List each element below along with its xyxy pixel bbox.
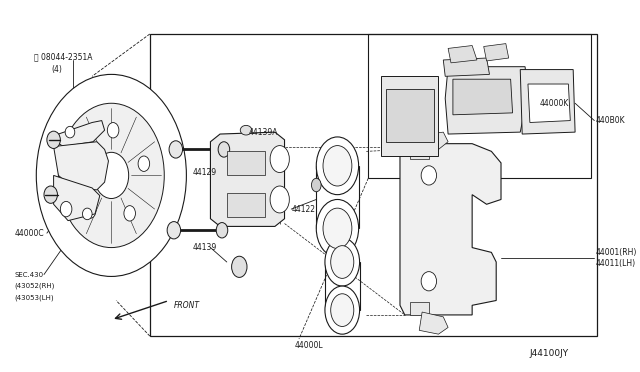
Polygon shape bbox=[54, 176, 100, 221]
Polygon shape bbox=[444, 58, 490, 76]
Polygon shape bbox=[211, 132, 285, 227]
Ellipse shape bbox=[232, 256, 247, 278]
Polygon shape bbox=[54, 121, 104, 147]
Ellipse shape bbox=[60, 201, 72, 217]
Polygon shape bbox=[410, 147, 429, 159]
Ellipse shape bbox=[167, 222, 180, 239]
Text: 44139A: 44139A bbox=[249, 128, 278, 137]
Polygon shape bbox=[54, 142, 108, 190]
Polygon shape bbox=[484, 44, 509, 61]
Ellipse shape bbox=[74, 151, 86, 167]
Polygon shape bbox=[520, 70, 575, 134]
Bar bbox=[368, 34, 591, 178]
Bar bbox=[227, 193, 266, 217]
Text: 440B0K: 440B0K bbox=[595, 116, 625, 125]
Ellipse shape bbox=[312, 178, 321, 192]
Polygon shape bbox=[528, 84, 570, 122]
Ellipse shape bbox=[325, 238, 360, 286]
Ellipse shape bbox=[323, 208, 352, 248]
Ellipse shape bbox=[36, 74, 186, 276]
Text: SEC.430: SEC.430 bbox=[14, 272, 44, 278]
Ellipse shape bbox=[83, 208, 92, 220]
Ellipse shape bbox=[124, 206, 136, 221]
Polygon shape bbox=[453, 79, 513, 115]
Ellipse shape bbox=[138, 156, 150, 171]
Ellipse shape bbox=[316, 137, 358, 195]
Ellipse shape bbox=[94, 152, 129, 199]
Text: 44011(LH): 44011(LH) bbox=[595, 259, 636, 269]
Bar bbox=[227, 151, 266, 176]
Ellipse shape bbox=[325, 286, 360, 334]
Text: Ⓑ 08044-2351A: Ⓑ 08044-2351A bbox=[35, 52, 93, 62]
Ellipse shape bbox=[331, 246, 354, 278]
Text: 44000C: 44000C bbox=[14, 229, 44, 238]
Ellipse shape bbox=[421, 272, 436, 291]
Text: FRONT: FRONT bbox=[174, 301, 200, 310]
Bar bbox=[150, 34, 597, 336]
Ellipse shape bbox=[316, 199, 358, 257]
Ellipse shape bbox=[47, 131, 60, 148]
Ellipse shape bbox=[323, 145, 352, 186]
Ellipse shape bbox=[84, 203, 96, 218]
Text: 44000K: 44000K bbox=[540, 99, 569, 108]
Polygon shape bbox=[410, 302, 429, 315]
Ellipse shape bbox=[270, 186, 289, 213]
Text: 44000L: 44000L bbox=[294, 341, 323, 350]
Text: 44001(RH): 44001(RH) bbox=[595, 248, 637, 257]
Ellipse shape bbox=[218, 142, 230, 157]
Ellipse shape bbox=[169, 141, 182, 158]
Polygon shape bbox=[400, 144, 501, 315]
Ellipse shape bbox=[421, 166, 436, 185]
Ellipse shape bbox=[44, 186, 58, 203]
Ellipse shape bbox=[240, 125, 252, 135]
Text: 44139: 44139 bbox=[193, 243, 218, 252]
Polygon shape bbox=[445, 67, 528, 134]
Ellipse shape bbox=[270, 145, 289, 173]
Text: (43053(LH): (43053(LH) bbox=[14, 294, 54, 301]
Text: (4): (4) bbox=[52, 65, 63, 74]
Polygon shape bbox=[419, 312, 448, 334]
Text: J44100JY: J44100JY bbox=[530, 349, 569, 358]
Polygon shape bbox=[448, 45, 477, 63]
Text: 44129: 44129 bbox=[193, 168, 217, 177]
Polygon shape bbox=[381, 76, 438, 156]
Ellipse shape bbox=[58, 103, 164, 248]
Ellipse shape bbox=[331, 294, 354, 327]
Ellipse shape bbox=[216, 222, 228, 238]
Ellipse shape bbox=[65, 126, 75, 138]
Text: 44122: 44122 bbox=[291, 205, 316, 214]
Polygon shape bbox=[385, 89, 434, 142]
Polygon shape bbox=[419, 132, 448, 150]
Ellipse shape bbox=[108, 122, 119, 138]
Text: (43052(RH): (43052(RH) bbox=[14, 283, 54, 289]
